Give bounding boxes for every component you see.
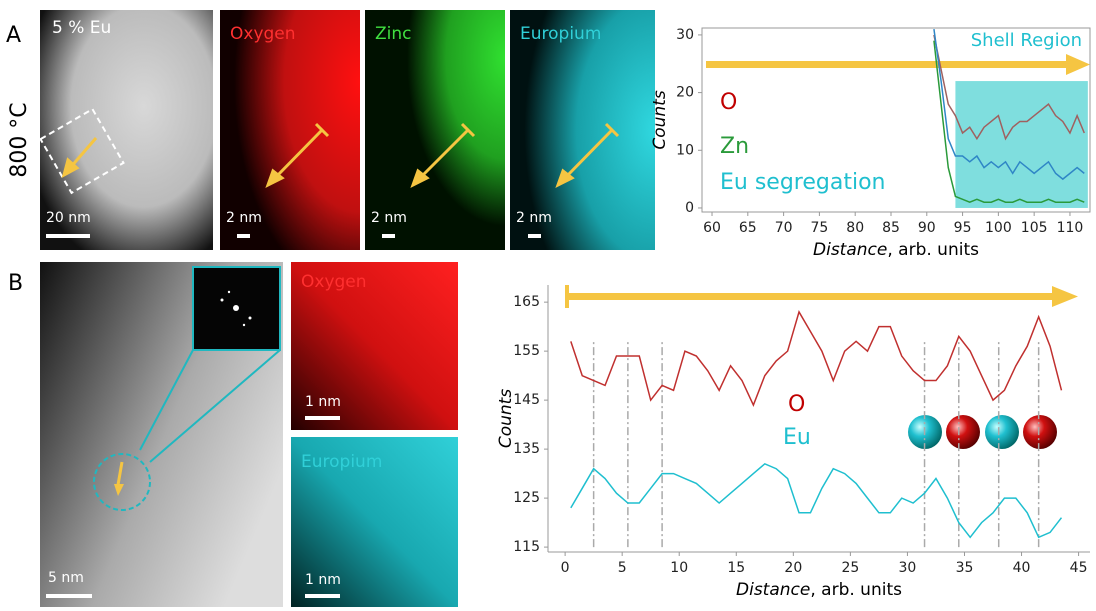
y-tick-label: 0: [685, 200, 694, 216]
series-line: [571, 312, 1062, 405]
scale-label: 1 nm: [305, 572, 341, 588]
y-tick-label: 30: [676, 27, 694, 43]
y-tick-label: 20: [676, 85, 694, 101]
y-tick-label: 10: [676, 142, 694, 158]
atom-spheres: [908, 415, 1057, 449]
y-tick-label: 135: [513, 441, 540, 457]
image-label: Oxygen: [301, 272, 367, 292]
x-tick-label: 80: [846, 220, 864, 236]
x-tick-label: 45: [1070, 560, 1088, 576]
shade-label: Shell Region: [971, 30, 1082, 51]
image-label: Zinc: [375, 24, 412, 44]
x-tick-label: 100: [985, 220, 1012, 236]
image-label: Europium: [520, 24, 601, 44]
scale-label: 5 nm: [48, 570, 84, 586]
x-tick-label: 20: [784, 560, 802, 576]
panel-b-images: Oxygen Europium 5 nm 1 nm 1 nm: [40, 262, 458, 607]
x-tick-label: 5: [618, 560, 627, 576]
x-tick-label: 0: [561, 560, 570, 576]
y-axis-label: Counts: [650, 90, 670, 149]
x-tick-label: 60: [703, 220, 721, 236]
x-axis-label-italic: Distance: [813, 240, 887, 260]
panel-label: A: [6, 23, 21, 48]
legend-entry: Eu: [783, 425, 811, 450]
x-tick-label: 15: [727, 560, 745, 576]
x-tick-label: 30: [899, 560, 917, 576]
x-axis-label-unit: , arb. units: [810, 580, 902, 600]
x-tick-label: 10: [670, 560, 688, 576]
legend-entry: Zn: [720, 134, 749, 159]
image-label: Oxygen: [230, 24, 296, 44]
x-tick-label: 40: [1013, 560, 1031, 576]
panel-label: B: [8, 271, 23, 296]
x-tick-label: 95: [954, 220, 972, 236]
y-axis-label: Counts: [496, 389, 516, 448]
scale-label: 1 nm: [305, 394, 341, 410]
legend-entry: O: [788, 392, 805, 417]
y-tick-label: 155: [513, 343, 540, 359]
x-axis-label-italic: Distance: [736, 580, 810, 600]
x-axis-label-unit: , arb. units: [887, 240, 979, 260]
x-axis-label: Distance, arb. units: [736, 580, 902, 600]
x-tick-label: 90: [918, 220, 936, 236]
x-tick-label: 35: [956, 560, 974, 576]
shell-region: [955, 81, 1087, 208]
y-tick-label: 145: [513, 392, 540, 408]
scale-label: 2 nm: [371, 210, 407, 226]
x-tick-label: 105: [1021, 220, 1048, 236]
figure: 5 % Eu Oxygen Zinc Europium 20 nm 2 nm 2…: [0, 0, 1096, 607]
y-tick-label: 125: [513, 490, 540, 506]
x-tick-label: 65: [739, 220, 757, 236]
panel-a-images: 5 % Eu Oxygen Zinc Europium 20 nm 2 nm 2…: [40, 10, 655, 250]
scale-label: 2 nm: [226, 210, 262, 226]
x-tick-label: 25: [841, 560, 859, 576]
temperature-label: 800 °C: [7, 102, 32, 177]
y-tick-label: 165: [513, 294, 540, 310]
x-tick-label: 110: [1057, 220, 1084, 236]
series-line: [571, 464, 1062, 537]
image-label: Europium: [301, 452, 382, 472]
scale-label: 20 nm: [46, 210, 91, 226]
image-label: 5 % Eu: [52, 18, 111, 38]
legend-entry: O: [720, 90, 737, 115]
x-axis-label: Distance, arb. units: [813, 240, 979, 260]
x-tick-label: 85: [882, 220, 900, 236]
x-tick-label: 70: [775, 220, 793, 236]
scale-label: 2 nm: [516, 210, 552, 226]
x-tick-label: 75: [810, 220, 828, 236]
y-tick-label: 115: [513, 539, 540, 555]
legend-entry: Eu segregation: [720, 170, 885, 195]
